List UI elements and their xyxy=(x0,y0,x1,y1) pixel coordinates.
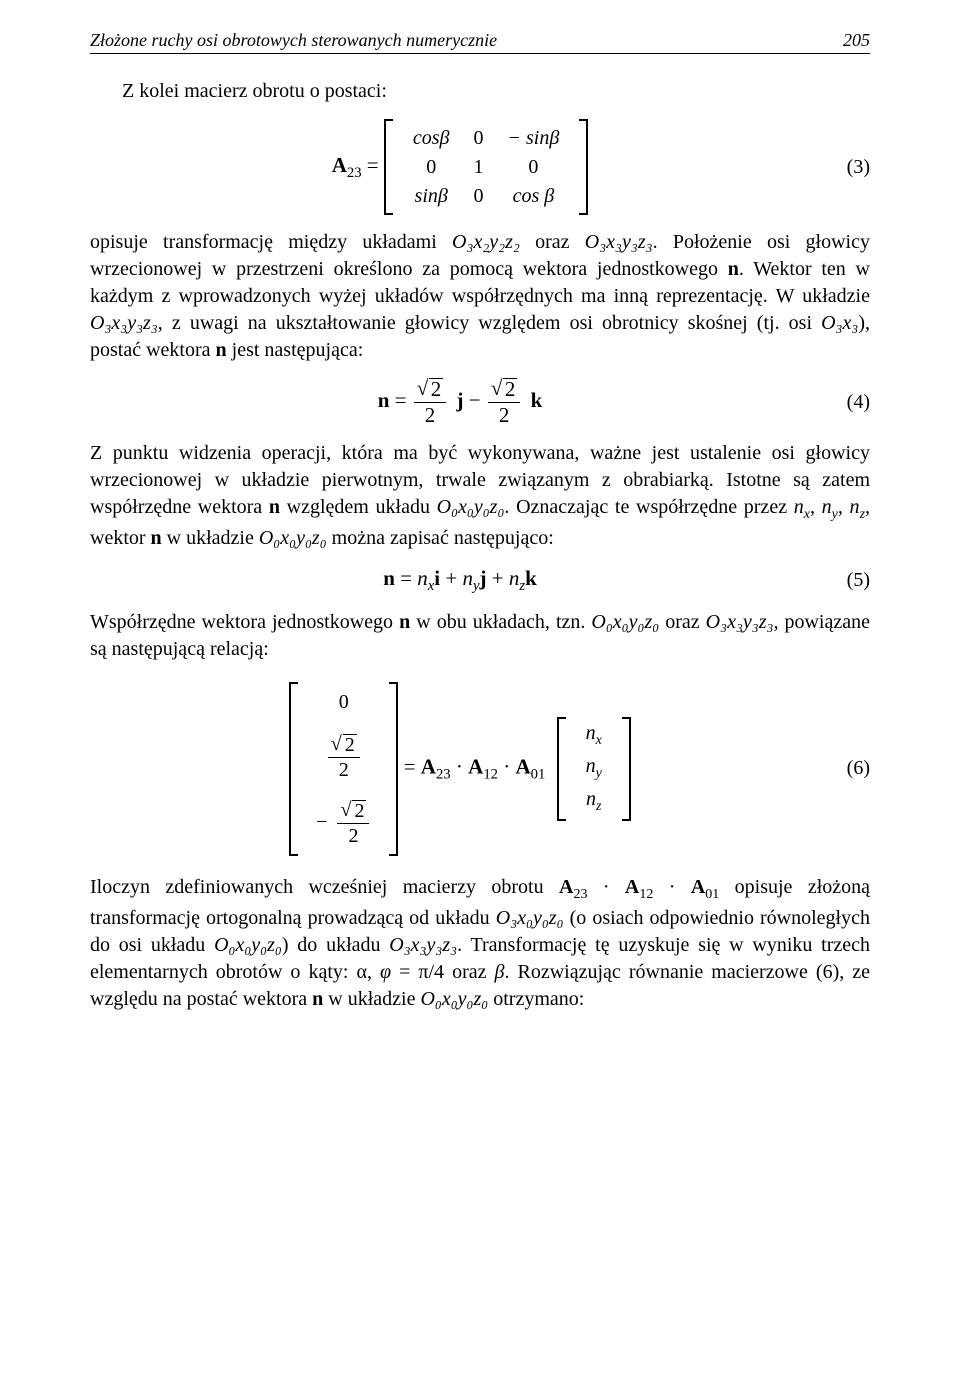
equation-6-body: 0 2 2 − 2 2 xyxy=(90,677,830,860)
header-title: Złożone ruchy osi obrotowych sterowanych… xyxy=(90,30,830,51)
left-bracket-icon xyxy=(289,682,298,856)
equation-5-body: n = nxi + nyj + nzk xyxy=(90,566,830,595)
equation-3: A23 = cosβ0− sinβ 010 sinβ0cos β (3) xyxy=(90,119,870,215)
page: Złożone ruchy osi obrotowych sterowanych… xyxy=(0,0,960,1379)
header-rule xyxy=(90,53,870,54)
equation-4-body: n = 2 2 j − 2 2 k xyxy=(90,378,830,426)
equation-3-number: (3) xyxy=(830,156,870,179)
paragraph-after-eq4: Z punktu widzenia operacji, która ma być… xyxy=(90,440,870,552)
matrix-a23: cosβ0− sinβ 010 sinβ0cos β xyxy=(384,119,588,215)
paragraph-after-eq6: Iloczyn zdefiniowanych wcześniej macierz… xyxy=(90,874,870,1013)
column-vector-lhs: 0 2 2 − 2 2 xyxy=(289,677,398,860)
equation-5-number: (5) xyxy=(830,569,870,592)
left-bracket-icon xyxy=(557,717,566,821)
equation-5: n = nxi + nyj + nzk (5) xyxy=(90,566,870,595)
right-bracket-icon xyxy=(579,119,588,215)
right-bracket-icon xyxy=(389,682,398,856)
right-bracket-icon xyxy=(622,717,631,821)
equation-4-number: (4) xyxy=(830,391,870,414)
paragraph-after-eq3: opisuje transformację między układami O₃… xyxy=(90,229,870,364)
paragraph-before-eq6: Współrzędne wektora jednostkowego n w ob… xyxy=(90,609,870,663)
header-page-number: 205 xyxy=(830,30,870,51)
equation-6: 0 2 2 − 2 2 xyxy=(90,677,870,860)
equation-3-body: A23 = cosβ0− sinβ 010 sinβ0cos β xyxy=(90,119,830,215)
left-bracket-icon xyxy=(384,119,393,215)
paragraph-intro-eq3: Z kolei macierz obrotu o postaci: xyxy=(90,78,870,105)
fraction-sqrt2-over-2-k: 2 2 xyxy=(488,378,521,426)
column-vector-rhs: nx ny nz xyxy=(557,715,631,822)
equation-6-number: (6) xyxy=(830,757,870,780)
matrix-table: cosβ0− sinβ 010 sinβ0cos β xyxy=(401,124,571,211)
equation-4: n = 2 2 j − 2 2 k (4) xyxy=(90,378,870,426)
running-header: Złożone ruchy osi obrotowych sterowanych… xyxy=(90,30,870,51)
fraction-sqrt2-over-2-j: 2 2 xyxy=(414,378,447,426)
